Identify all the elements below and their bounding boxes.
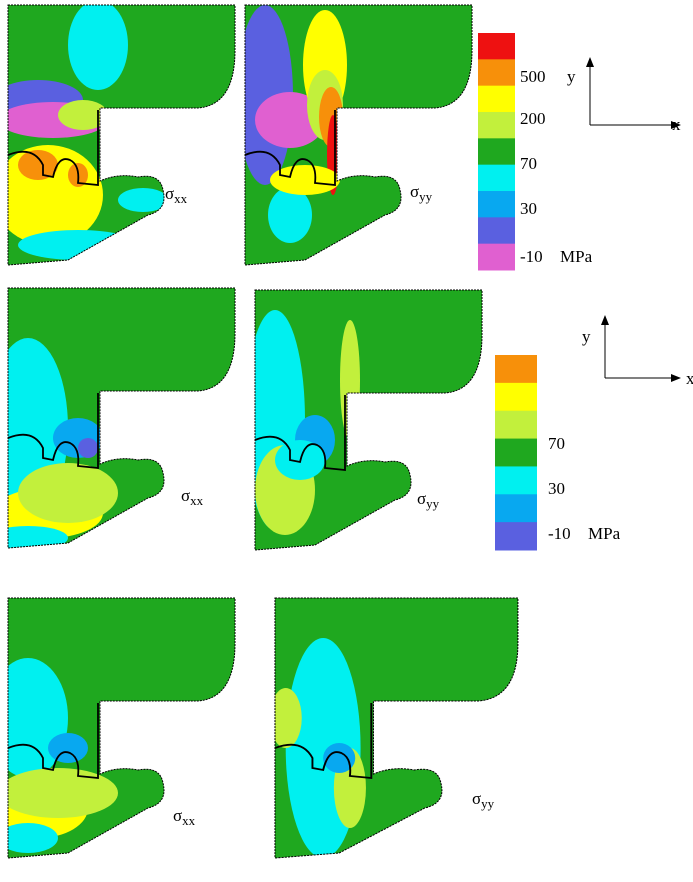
symbol: σ <box>165 184 174 203</box>
symbol: σ <box>410 182 419 201</box>
legend-label: 30 <box>548 479 565 498</box>
legend-swatch <box>495 438 537 467</box>
legend-swatch <box>478 33 515 60</box>
contour-region <box>268 187 312 243</box>
legend-swatch <box>495 494 537 523</box>
legend-swatch <box>495 410 537 440</box>
symbol: σ <box>417 489 426 508</box>
legend-swatch <box>478 112 515 139</box>
legend-swatch <box>478 243 515 271</box>
legend-unit: MPa <box>588 524 621 543</box>
component-outline <box>274 597 519 859</box>
legend-swatch <box>478 59 515 87</box>
legend-swatch <box>495 466 537 495</box>
contour-region <box>118 188 168 212</box>
legend-label: -10 <box>520 247 543 266</box>
contour-region <box>78 438 98 458</box>
groove-outline <box>244 110 336 186</box>
subscript: yy <box>481 796 495 811</box>
stress-panel <box>244 4 473 266</box>
component-outline <box>7 597 236 859</box>
contour-region <box>8 823 58 853</box>
axis-label: x <box>672 115 681 134</box>
legend-unit: MPa <box>560 247 593 266</box>
stress-panel <box>7 4 236 266</box>
symbol: σ <box>472 789 481 808</box>
contours <box>8 338 118 548</box>
contours <box>8 658 118 853</box>
legend-swatch <box>495 355 537 384</box>
stress-label: σxx <box>165 184 188 206</box>
contour-region <box>8 526 68 548</box>
legend-label: -10 <box>548 524 571 543</box>
stress-label: σxx <box>181 486 204 508</box>
legend-label: 30 <box>520 199 537 218</box>
contours <box>245 5 347 243</box>
legend-swatch <box>495 382 537 412</box>
legend-swatch <box>478 164 515 192</box>
symbol: σ <box>173 806 182 825</box>
contour-region <box>275 688 302 748</box>
legend-swatch <box>478 217 515 245</box>
contour-region <box>8 768 118 818</box>
contour-region <box>68 5 128 90</box>
legend-label: 70 <box>520 154 537 173</box>
contour-region <box>48 733 88 763</box>
axis-label: x <box>686 369 693 388</box>
contour-region <box>340 320 360 440</box>
contour-region <box>58 100 108 130</box>
axis-label: y <box>582 327 591 346</box>
component-outline <box>7 287 236 549</box>
contour-region <box>18 150 58 180</box>
stress-panel <box>7 597 236 859</box>
component-outline <box>244 4 473 266</box>
symbol: σ <box>181 486 190 505</box>
stress-label: σyy <box>417 489 440 511</box>
contours <box>255 310 360 535</box>
legend-label: 500 <box>520 67 546 86</box>
groove-outline <box>274 703 373 779</box>
stress-panel <box>274 597 519 859</box>
component-outline <box>254 289 483 551</box>
legend-swatch <box>478 85 515 113</box>
axis-label: y <box>567 67 576 86</box>
subscript: yy <box>419 189 433 204</box>
component-outline <box>7 4 236 266</box>
subscript: xx <box>182 813 196 828</box>
stress-panel <box>254 289 483 551</box>
subscript: xx <box>174 191 188 206</box>
stress-label: σyy <box>410 182 433 204</box>
groove-outline <box>7 393 99 469</box>
contours <box>275 638 366 858</box>
legend-swatch <box>478 191 515 218</box>
contour-region <box>270 165 340 195</box>
legend-swatch <box>478 138 515 166</box>
subscript: xx <box>190 493 204 508</box>
contour-region <box>18 230 138 260</box>
groove-outline <box>7 703 99 779</box>
legend-label: 200 <box>520 109 546 128</box>
groove-outline <box>254 395 346 471</box>
subscript: yy <box>426 496 440 511</box>
contour-region <box>18 463 118 523</box>
legend-swatch <box>495 522 537 551</box>
legend-label: 70 <box>548 434 565 453</box>
stress-label: σyy <box>472 789 495 811</box>
stress-label: σxx <box>173 806 196 828</box>
stress-panel <box>7 287 236 549</box>
contour-region <box>323 743 356 773</box>
groove-outline <box>7 110 99 186</box>
